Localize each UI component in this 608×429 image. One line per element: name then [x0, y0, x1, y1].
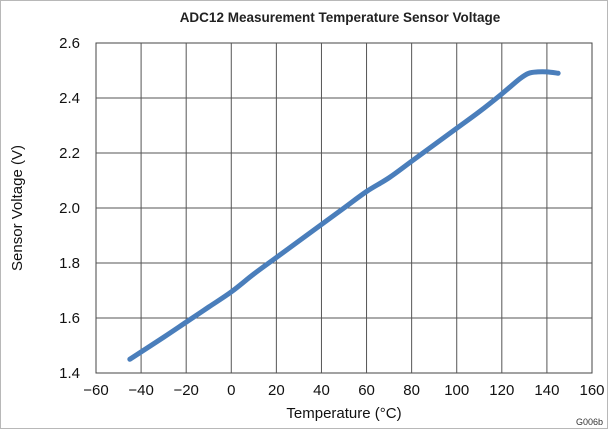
data-point [129, 359, 130, 360]
y-tick-label: 2.0 [59, 200, 80, 217]
x-tick-labels: −60 −40 −20 0 20 40 60 80 100 120 140 160 [83, 382, 604, 399]
data-point [298, 241, 299, 242]
x-tick-label: 0 [227, 382, 235, 399]
data-point [501, 93, 502, 94]
x-tick-label: −60 [83, 382, 108, 399]
chart-title: ADC12 Measurement Temperature Sensor Vol… [180, 10, 501, 25]
series-layer [127, 69, 561, 362]
data-point [479, 111, 480, 112]
figure-code: G006b [576, 417, 603, 427]
data-point [186, 322, 187, 323]
x-tick-label: 100 [444, 382, 469, 399]
x-tick-label: −40 [128, 382, 153, 399]
data-point [558, 73, 559, 74]
data-point [546, 71, 547, 72]
x-tick-label: 20 [268, 382, 285, 399]
x-tick-label: 160 [579, 382, 604, 399]
x-tick-label: 60 [358, 382, 375, 399]
data-point [231, 291, 232, 292]
y-tick-label: 1.4 [59, 365, 80, 382]
x-tick-label: −20 [173, 382, 198, 399]
data-point [389, 177, 390, 178]
y-tick-labels: 1.4 1.6 1.8 2.0 2.2 2.4 2.6 [59, 35, 80, 382]
series-line [127, 69, 561, 362]
y-tick-label: 2.6 [59, 35, 80, 52]
data-point [208, 307, 209, 308]
y-tick-label: 2.4 [59, 90, 80, 107]
y-axis-label: Sensor Voltage (V) [9, 145, 26, 271]
x-axis-label: Temperature (°C) [286, 405, 401, 422]
data-point [366, 191, 367, 192]
y-tick-label: 1.8 [59, 255, 80, 272]
x-tick-label: 40 [313, 382, 330, 399]
x-tick-label: 80 [403, 382, 420, 399]
data-point [411, 161, 412, 162]
data-point [519, 78, 520, 79]
data-point [163, 337, 164, 338]
x-tick-label: 140 [534, 382, 559, 399]
data-point [456, 128, 457, 129]
data-point [321, 224, 322, 225]
y-tick-label: 1.6 [59, 310, 80, 327]
data-point [276, 257, 277, 258]
data-point [434, 144, 435, 145]
data-point [253, 274, 254, 275]
data-point [344, 208, 345, 209]
y-tick-label: 2.2 [59, 145, 80, 162]
x-tick-label: 120 [489, 382, 514, 399]
data-point [528, 73, 529, 74]
data-point [537, 71, 538, 72]
